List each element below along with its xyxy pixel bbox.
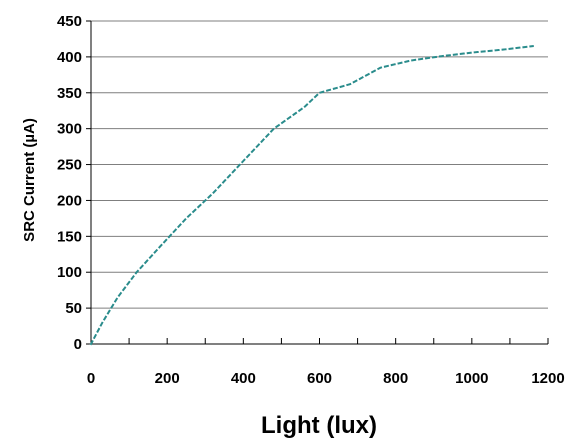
series-line (89, 44, 534, 346)
y-tick-label: 200 (57, 192, 82, 209)
x-tick-label: 800 (383, 370, 408, 387)
y-tick-label: 150 (57, 228, 82, 245)
tick-labels: 0 50 100 150 200 250 300 350 400 450 0 200 400 600 800… (57, 13, 565, 387)
gridlines (91, 20, 548, 309)
y-tick-label: 100 (57, 264, 82, 281)
x-tick-label: 1000 (455, 370, 488, 387)
x-tick-label: 600 (307, 370, 332, 387)
x-axis-title: Light (lux) (261, 412, 377, 439)
y-tick-label: 300 (57, 121, 82, 138)
data-series (89, 44, 534, 346)
x-tick-label: 0 (87, 370, 95, 387)
y-tick-label: 450 (57, 13, 82, 30)
y-tick-label: 0 (74, 336, 82, 353)
y-tick-label: 250 (57, 157, 82, 174)
y-tick-label: 350 (57, 85, 82, 102)
x-tick-label: 200 (155, 370, 180, 387)
y-tick-label: 400 (57, 49, 82, 66)
y-axis-title: SRC Current (µA) (21, 118, 38, 242)
axes (86, 20, 549, 345)
x-tick-label: 1200 (531, 370, 564, 387)
y-tick-label: 50 (65, 300, 82, 317)
x-tick-label: 400 (231, 370, 256, 387)
